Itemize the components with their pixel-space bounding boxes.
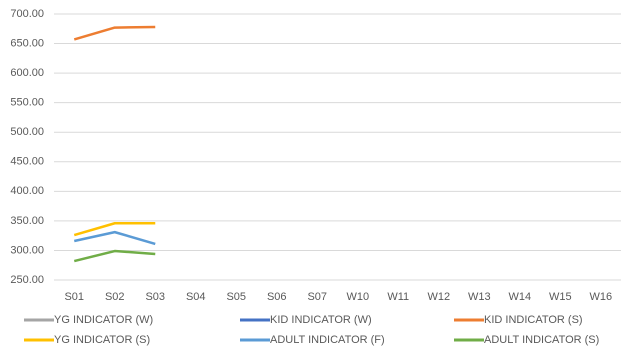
x-tick-label: S06: [267, 291, 287, 303]
y-tick-label: 350.00: [10, 215, 44, 227]
series-line: [73, 249, 156, 263]
y-tick-label: 450.00: [10, 156, 44, 168]
y-tick-label: 550.00: [10, 97, 44, 109]
series-line: [73, 25, 156, 41]
legend-label: YG INDICATOR (W): [54, 314, 153, 326]
y-tick-label: 400.00: [10, 185, 44, 197]
x-tick-label: S07: [307, 291, 327, 303]
x-tick-label: S02: [105, 291, 125, 303]
x-tick-label: W13: [468, 291, 491, 303]
y-tick-label: 500.00: [10, 126, 44, 138]
legend-label: KID INDICATOR (W): [270, 314, 372, 326]
series-line: [73, 222, 156, 237]
x-tick-label: S01: [64, 291, 84, 303]
x-tick-label: S04: [186, 291, 206, 303]
series-line: [73, 230, 156, 246]
x-tick-label: W12: [427, 291, 450, 303]
legend-label: ADULT INDICATOR (F): [270, 334, 385, 346]
legend-label: KID INDICATOR (S): [484, 314, 583, 326]
y-tick-label: 600.00: [10, 67, 44, 79]
y-tick-label: 300.00: [10, 244, 44, 256]
x-tick-label: W16: [589, 291, 612, 303]
legend-label: ADULT INDICATOR (S): [484, 334, 599, 346]
x-tick-label: W10: [346, 291, 369, 303]
y-tick-label: 700.00: [10, 8, 44, 20]
x-tick-label: W11: [387, 291, 409, 303]
x-tick-label: S03: [145, 291, 165, 303]
legend-label: YG INDICATOR (S): [54, 334, 150, 346]
y-tick-label: 650.00: [10, 37, 44, 49]
y-tick-label: 250.00: [10, 274, 44, 286]
x-tick-label: W14: [508, 291, 531, 303]
x-tick-label: W15: [549, 291, 572, 303]
x-tick-label: S05: [226, 291, 246, 303]
